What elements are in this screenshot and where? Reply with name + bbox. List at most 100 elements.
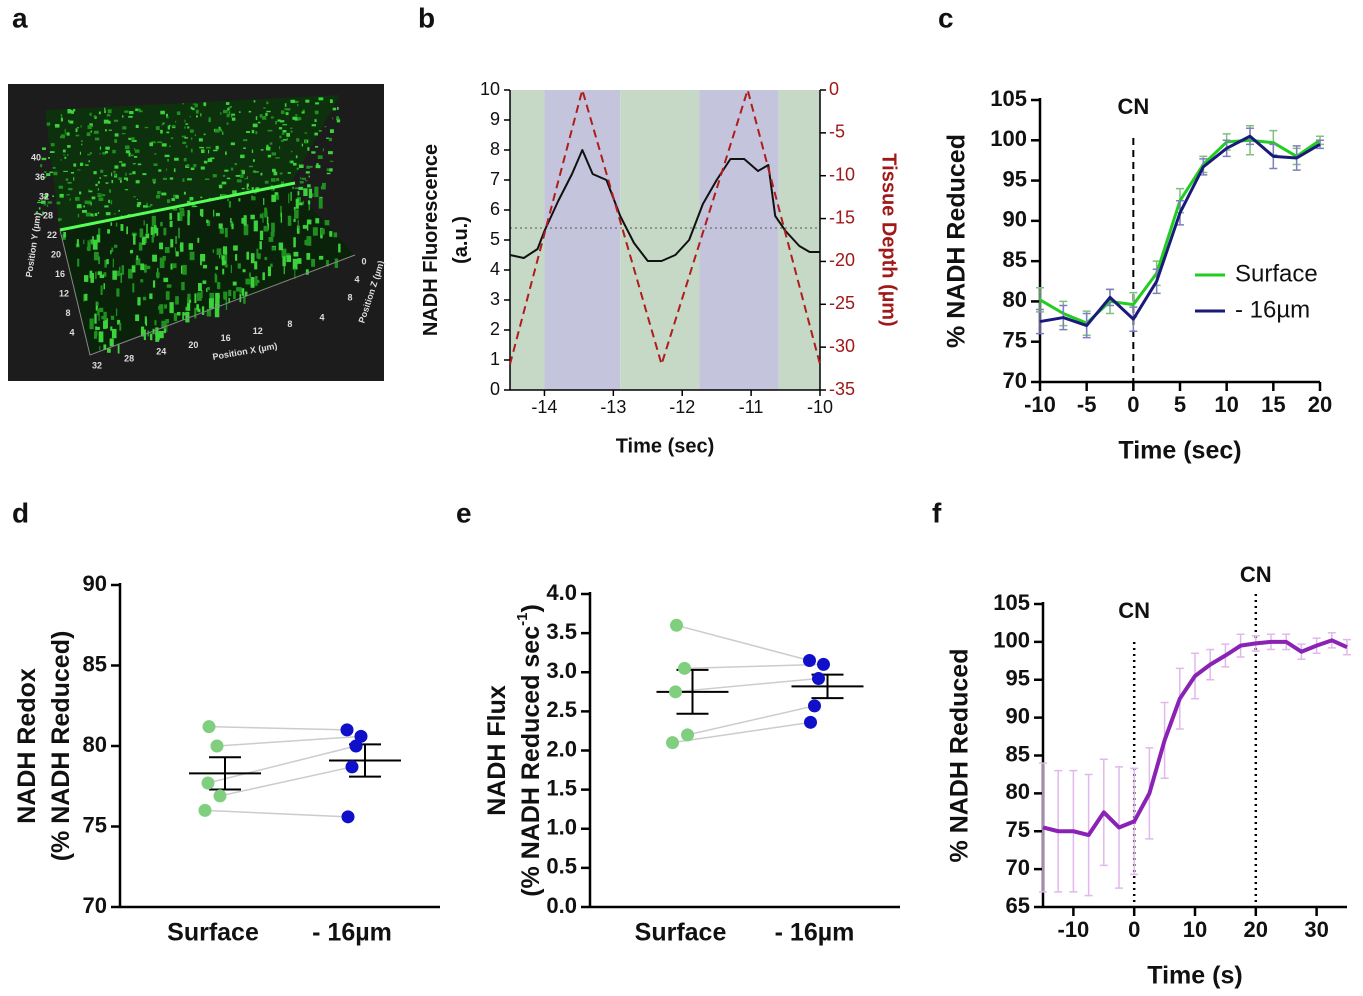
speckle [221,181,227,185]
speckle [244,178,248,180]
speckle [254,261,258,270]
y-tick-label: 4 [69,327,74,337]
y-axis-title-text: NADH Fluorescence [420,144,442,336]
speckle [159,242,164,250]
speckle [202,264,208,269]
y2-tick-label: 0 [829,79,839,99]
speckle [223,291,228,299]
speckle [306,236,312,246]
speckle [193,163,197,168]
speckle [108,129,112,131]
speckle [87,125,92,130]
speckle [267,129,273,132]
speckle [208,119,212,123]
pair-line [208,725,348,731]
speckle [248,165,254,168]
speckle [140,279,144,283]
speckle [122,126,127,130]
speckle [142,173,147,176]
speckle [77,169,81,171]
speckle [108,120,111,124]
speckle [173,168,176,173]
speckle [281,132,285,135]
speckle [328,151,333,155]
speckle [182,312,184,320]
y2-tick-label: -15 [829,207,855,227]
speckle [295,155,298,159]
speckle [186,302,191,311]
speckle [285,112,289,116]
y-tick-label: 40 [31,152,41,162]
speckle [226,113,230,118]
speckle [181,135,186,138]
y-tick-label: 75 [83,812,107,837]
speckle [117,270,120,277]
speckle [132,171,136,175]
speckle [119,322,122,331]
x-tick-label: -10 [807,397,833,417]
speckle [99,146,102,150]
speckle [38,200,41,202]
speckle [293,237,296,248]
speckle [77,213,80,218]
front-plane [60,185,355,355]
speckle [120,215,122,217]
speckle [192,205,198,208]
speckle [197,308,201,313]
speckle [326,137,330,139]
speckle [121,133,126,135]
speckle [43,195,48,199]
speckle [192,103,197,105]
speckle [222,174,226,177]
speckle [59,135,62,139]
x-tick-label: 30 [1304,917,1328,942]
speckle [200,253,206,262]
speckle [230,218,232,223]
data-point [681,728,694,742]
speckle [142,296,147,301]
x-axis-title: Time (sec) [1118,437,1241,465]
panel-label: d [12,497,29,528]
speckle [59,193,64,198]
x-tick-label: 24 [156,347,166,357]
speckle [135,180,140,184]
speckle [114,165,119,169]
speckle [191,107,195,111]
speckle [172,263,177,269]
speckle [262,116,267,120]
data-point [201,776,215,790]
speckle [108,189,112,193]
speckle [40,164,43,168]
speckle [230,167,234,171]
speckle [294,187,299,190]
speckle [50,143,55,147]
speckle [271,194,277,202]
speckle [131,139,137,142]
speckle [136,255,139,260]
speckle [158,169,162,172]
speckle [93,251,99,261]
speckle [129,173,132,175]
speckle [120,273,122,283]
y2-axis-title: Tissue Depth (µm) [878,153,900,326]
speckle [111,172,113,177]
speckle [264,180,269,184]
speckle [316,163,319,167]
y-tick-label: 90 [83,571,107,596]
y-tick-label: 8 [490,139,500,159]
sem-bar [209,756,241,791]
y-tick-label: 2.0 [546,736,577,761]
data-point [345,760,359,774]
speckle [200,290,203,299]
speckle [184,126,186,129]
speckle [287,172,291,174]
speckle [125,172,127,176]
speckle [103,175,108,177]
speckle [292,186,295,190]
speckle [187,297,189,304]
speckle [103,272,107,277]
speckle [259,241,262,250]
speckle [243,295,246,304]
y-tick-label: 20 [51,250,61,260]
speckle [214,274,218,283]
